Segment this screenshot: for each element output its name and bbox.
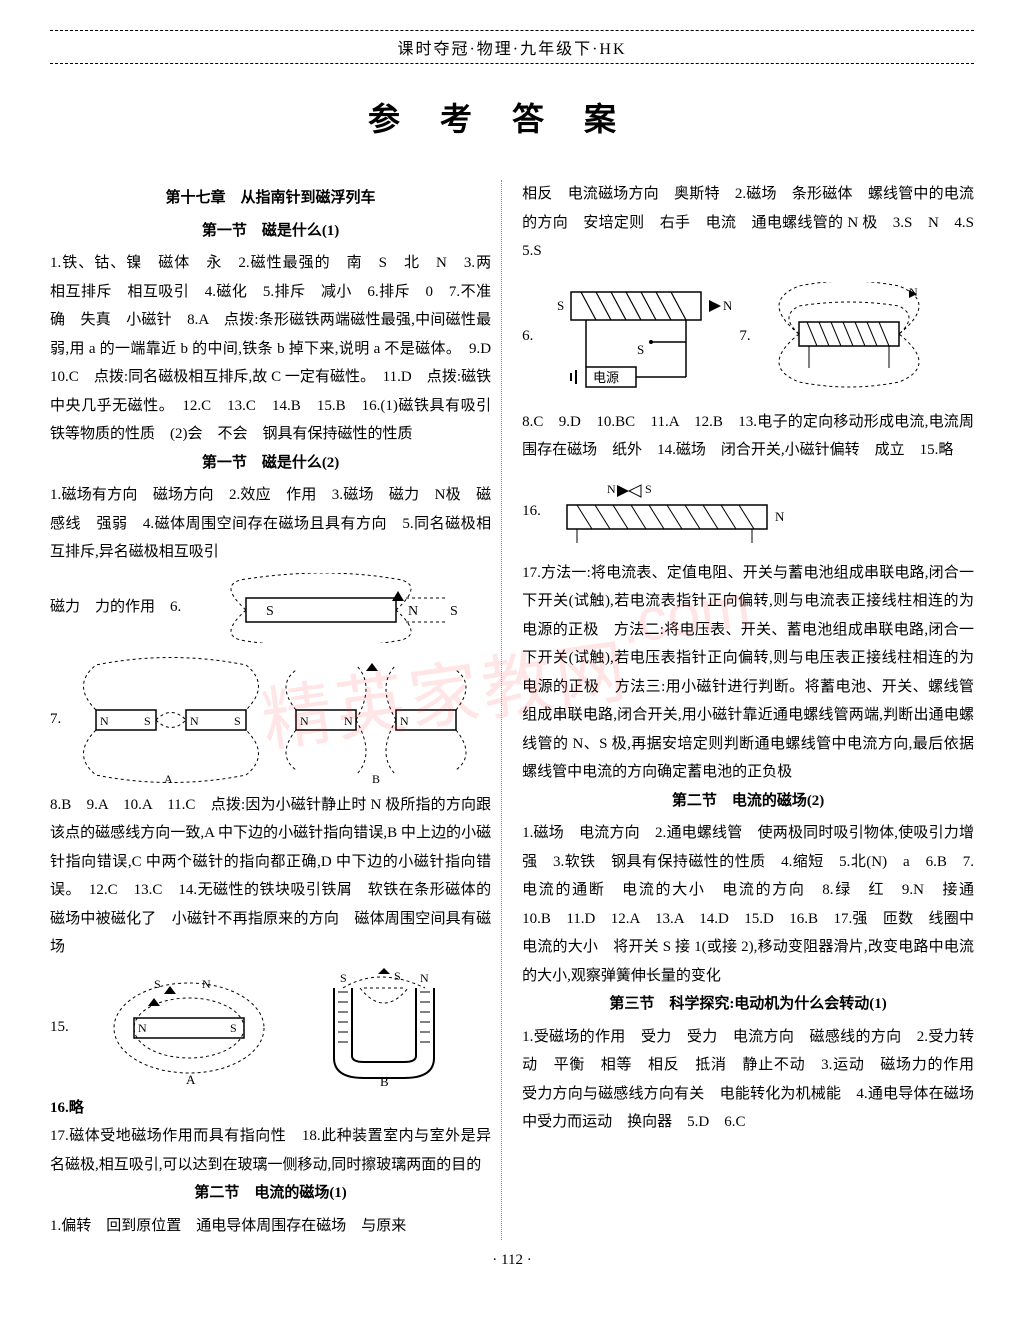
q6r-prefix: 6.	[522, 322, 533, 351]
left-column: 第十七章 从指南针到磁浮列车 第一节 磁是什么(1) 1.铁、钴、镍 磁体 永 …	[50, 180, 502, 1240]
svg-text:N: N	[138, 1021, 147, 1035]
solenoid-circuit-icon: S N S 电源	[541, 282, 731, 392]
svg-text:S: S	[234, 714, 241, 728]
page-root: 课时夺冠·物理·九年级下·HK 参考答案 第十七章 从指南针到磁浮列车 第一节 …	[0, 0, 1024, 1289]
section-3-title: 第二节 电流的磁场(1)	[50, 1179, 491, 1208]
label-N: N	[723, 298, 731, 313]
right-body-2: 8.C 9.D 10.BC 11.A 12.B 13.电子的定向移动形成电流,电…	[522, 408, 974, 465]
right-body-3: 17.方法一:将电流表、定值电阻、开关与蓄电池组成串联电路,闭合一下开关(试触)…	[522, 559, 974, 787]
figure-bar-magnet-compass: S N S	[181, 567, 491, 649]
section-5-title: 第三节 科学探究:电动机为什么会转动(1)	[522, 990, 974, 1019]
svg-text:A: A	[164, 772, 173, 785]
chapter-heading: 第十七章 从指南针到磁浮列车	[50, 184, 491, 213]
section-3-body: 1.偏转 回到原位置 通电导体周围存在磁场 与原来	[50, 1212, 491, 1241]
solenoid-16-icon: N S N	[547, 477, 827, 547]
label-N: N	[408, 604, 418, 619]
svg-text:S: S	[154, 977, 161, 991]
q16-text: 16.略	[50, 1094, 491, 1123]
section-4-title: 第二节 电流的磁场(2)	[522, 787, 974, 816]
svg-text:B: B	[380, 1074, 389, 1088]
page-number: · 112 ·	[50, 1252, 974, 1269]
section-1-title: 第一节 磁是什么(1)	[50, 217, 491, 246]
svg-text:N: N	[100, 714, 109, 728]
svg-text:S: S	[144, 714, 151, 728]
svg-text:S: S	[394, 969, 401, 983]
section-4-body: 1.磁场 电流方向 2.通电螺线管 使两极同时吸引物体,使吸引力增强 3.软铁 …	[522, 819, 974, 990]
running-header: 课时夺冠·物理·九年级下·HK	[50, 30, 974, 64]
label-S-bottom: S	[637, 342, 644, 357]
svg-text:N: N	[202, 977, 211, 991]
figure-solenoid-field: N	[759, 276, 929, 398]
svg-text:N: N	[344, 714, 353, 728]
svg-text:S: S	[645, 482, 652, 496]
section-2-title: 第一节 磁是什么(2)	[50, 449, 491, 478]
label-S: S	[266, 604, 274, 619]
magnets-field-15-icon: N S S N A	[94, 968, 474, 1088]
figure-horseshoe-and-bar: N S S N A	[77, 962, 491, 1094]
label-S: S	[557, 298, 564, 313]
figure-two-bar-magnets: N S N S A N	[61, 649, 491, 791]
svg-text:S: S	[230, 1021, 237, 1035]
solenoid-field-icon: N	[759, 282, 929, 392]
answers-title: 参考答案	[50, 94, 974, 140]
svg-text:N: N	[775, 509, 785, 524]
q6-prefix: 磁力 力的作用 6.	[50, 593, 181, 622]
section-2-body-1: 1.磁场有方向 磁场方向 2.效应 作用 3.磁场 磁力 N极 磁感线 强弱 4…	[50, 481, 491, 567]
q16r-prefix: 16.	[522, 497, 547, 526]
svg-text:S: S	[340, 971, 347, 985]
q7-prefix: 7.	[50, 705, 61, 734]
two-column-layout: 第十七章 从指南针到磁浮列车 第一节 磁是什么(1) 1.铁、钴、镍 磁体 永 …	[50, 180, 974, 1240]
figure-solenoid-compass-16: N S N	[547, 471, 827, 553]
section-1-body: 1.铁、钴、镍 磁体 永 2.磁性最强的 南 S 北 N 3.两 相互排斥 相互…	[50, 249, 491, 449]
svg-text:N: N	[420, 971, 429, 985]
svg-text:N: N	[300, 714, 309, 728]
two-magnets-field-icon: N S N S A N	[76, 655, 476, 785]
label-battery: 电源	[593, 370, 619, 385]
q7r-prefix: 7.	[739, 322, 750, 351]
section-2-body-3: 17.磁体受地磁场作用而具有指向性 18.此种装置室内与室外是异名磁极,相互吸引…	[50, 1122, 491, 1179]
q15-prefix: 15.	[50, 1013, 77, 1042]
svg-text:N: N	[400, 714, 409, 728]
section-5-body: 1.受磁场的作用 受力 受力 电流方向 磁感线的方向 2.受力转动 平衡 相等 …	[522, 1023, 974, 1137]
svg-text:N: N	[607, 482, 616, 496]
right-column: 相反 电流磁场方向 奥斯特 2.磁场 条形磁体 螺线管中的电流的方向 安培定则 …	[522, 180, 974, 1240]
label-S-right: S	[450, 604, 458, 619]
right-body-1: 相反 电流磁场方向 奥斯特 2.磁场 条形磁体 螺线管中的电流的方向 安培定则 …	[522, 180, 974, 266]
section-2-body-2: 8.B 9.A 10.A 11.C 点拨:因为小磁针静止时 N 极所指的方向跟该…	[50, 791, 491, 962]
svg-text:B: B	[372, 772, 380, 785]
svg-text:A: A	[186, 1072, 196, 1087]
bar-magnet-icon: S N S	[206, 573, 466, 643]
svg-text:N: N	[190, 714, 199, 728]
figure-solenoid-circuit: S N S 电源	[541, 276, 731, 398]
